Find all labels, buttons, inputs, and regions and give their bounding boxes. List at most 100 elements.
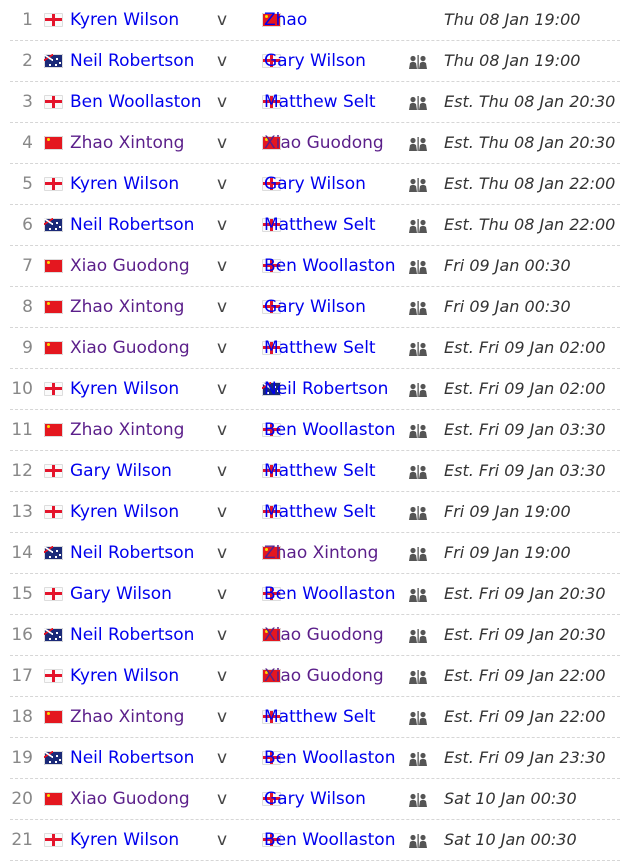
head-to-head-icon[interactable]	[408, 546, 428, 566]
head-to-head-icon[interactable]	[408, 54, 428, 74]
flag-eng-icon	[262, 833, 282, 847]
player-1-link[interactable]: Neil Robertson	[70, 543, 195, 563]
match-time: Est. Thu 08 Jan 22:00	[444, 174, 616, 193]
match-number: 21	[11, 830, 33, 850]
head-to-head-icon[interactable]	[408, 382, 428, 402]
player-1-link[interactable]: Ben Woollaston	[70, 92, 202, 112]
match-row: 7 Xiao Guodong v Ben Woollaston Fri 09 J…	[10, 246, 620, 287]
match-number: 15	[11, 584, 33, 604]
player-2-link[interactable]: Gary Wilson	[264, 51, 366, 71]
player-2-link[interactable]: Matthew Selt	[264, 461, 376, 481]
match-row: 4 Zhao Xintong v Xiao Guodong Est. Thu 0…	[10, 123, 620, 164]
player-1-link[interactable]: Kyren Wilson	[70, 10, 180, 30]
head-to-head-icon[interactable]	[408, 669, 428, 689]
versus-label: v	[217, 830, 228, 850]
flag-eng-icon	[44, 587, 63, 601]
player-2-link[interactable]: Zhao Xintong	[264, 543, 379, 563]
player-1-link[interactable]: Kyren Wilson	[70, 502, 180, 522]
match-number: 12	[11, 461, 33, 481]
match-time: Est. Fri 09 Jan 02:00	[444, 338, 606, 357]
flag-chn-icon	[262, 136, 282, 150]
flag-eng-icon	[262, 177, 282, 191]
head-to-head-icon[interactable]	[408, 218, 428, 238]
head-to-head-icon[interactable]	[408, 505, 428, 525]
match-time: Fri 09 Jan 00:30	[444, 297, 571, 316]
player-2-link[interactable]: Xiao Guodong	[264, 133, 384, 153]
head-to-head-icon[interactable]	[408, 136, 428, 156]
match-row: 17 Kyren Wilson v Xiao Guodong Est. Fri …	[10, 656, 620, 697]
player-2-link[interactable]: Ben Woollaston	[264, 256, 396, 276]
head-to-head-icon[interactable]	[408, 833, 428, 853]
player-2-link[interactable]: Ben Woollaston	[264, 584, 396, 604]
match-time: Fri 09 Jan 00:30	[444, 256, 571, 275]
player-2-link[interactable]: Matthew Selt	[264, 707, 376, 727]
player-1-link[interactable]: Zhao Xintong	[70, 133, 185, 153]
player-2-link[interactable]: Ben Woollaston	[264, 420, 396, 440]
player-1-link[interactable]: Neil Robertson	[70, 215, 195, 235]
head-to-head-icon[interactable]	[408, 710, 428, 730]
match-time: Est. Fri 09 Jan 03:30	[444, 420, 606, 439]
player-1-link[interactable]: Xiao Guodong	[70, 789, 190, 809]
player-1-link[interactable]: Xiao Guodong	[70, 256, 190, 276]
match-time: Thu 08 Jan 19:00	[444, 51, 581, 70]
player-1-link[interactable]: Zhao Xintong	[70, 420, 185, 440]
player-1-link[interactable]: Kyren Wilson	[70, 174, 180, 194]
versus-label: v	[217, 543, 228, 563]
flag-aus-icon	[262, 382, 282, 396]
flag-eng-icon	[262, 710, 282, 724]
match-time: Est. Fri 09 Jan 20:30	[444, 584, 606, 603]
player-2-link[interactable]: Gary Wilson	[264, 297, 366, 317]
flag-chn-icon	[44, 341, 63, 355]
flag-chn-icon	[44, 300, 63, 314]
player-2-link[interactable]: Zhao	[264, 10, 308, 30]
head-to-head-icon[interactable]	[408, 259, 428, 279]
player-2-link[interactable]: Ben Woollaston	[264, 830, 396, 850]
player-1-link[interactable]: Kyren Wilson	[70, 379, 180, 399]
match-number: 9	[22, 338, 33, 358]
flag-chn-icon	[44, 423, 63, 437]
player-1-link[interactable]: Neil Robertson	[70, 51, 195, 71]
player-1-link[interactable]: Xiao Guodong	[70, 338, 190, 358]
versus-label: v	[217, 707, 228, 727]
match-number: 19	[11, 748, 33, 768]
player-2-link[interactable]: Matthew Selt	[264, 92, 376, 112]
player-1-link[interactable]: Kyren Wilson	[70, 666, 180, 686]
player-2-link[interactable]: Matthew Selt	[264, 502, 376, 522]
match-number: 16	[11, 625, 33, 645]
head-to-head-icon[interactable]	[408, 341, 428, 361]
player-2-link[interactable]: Xiao Guodong	[264, 666, 384, 686]
player-2-link[interactable]: Ben Woollaston	[264, 748, 396, 768]
player-1-link[interactable]: Neil Robertson	[70, 748, 195, 768]
flag-eng-icon	[44, 505, 63, 519]
flag-eng-icon	[262, 464, 282, 478]
head-to-head-icon[interactable]	[408, 792, 428, 812]
flag-aus-icon	[44, 546, 63, 560]
head-to-head-icon[interactable]	[408, 587, 428, 607]
player-1-link[interactable]: Gary Wilson	[70, 461, 172, 481]
player-2-link[interactable]: Matthew Selt	[264, 215, 376, 235]
player-1-link[interactable]: Kyren Wilson	[70, 830, 180, 850]
match-time: Est. Thu 08 Jan 20:30	[444, 92, 616, 111]
player-2-link[interactable]: Gary Wilson	[264, 174, 366, 194]
player-2-link[interactable]: Neil Robertson	[264, 379, 389, 399]
head-to-head-icon[interactable]	[408, 177, 428, 197]
match-row: 5 Kyren Wilson v Gary Wilson Est. Thu 08…	[10, 164, 620, 205]
head-to-head-icon[interactable]	[408, 300, 428, 320]
player-2-link[interactable]: Xiao Guodong	[264, 625, 384, 645]
flag-eng-icon	[262, 259, 282, 273]
versus-label: v	[217, 133, 228, 153]
flag-eng-icon	[262, 218, 282, 232]
player-2-link[interactable]: Gary Wilson	[264, 789, 366, 809]
player-1-link[interactable]: Zhao Xintong	[70, 297, 185, 317]
head-to-head-icon[interactable]	[408, 423, 428, 443]
head-to-head-icon[interactable]	[408, 95, 428, 115]
player-1-link[interactable]: Gary Wilson	[70, 584, 172, 604]
player-1-link[interactable]: Zhao Xintong	[70, 707, 185, 727]
match-row: 15 Gary Wilson v Ben Woollaston Est. Fri…	[10, 574, 620, 615]
head-to-head-icon[interactable]	[408, 751, 428, 771]
player-2-link[interactable]: Matthew Selt	[264, 338, 376, 358]
match-time: Est. Fri 09 Jan 22:00	[444, 666, 606, 685]
head-to-head-icon[interactable]	[408, 628, 428, 648]
head-to-head-icon[interactable]	[408, 464, 428, 484]
player-1-link[interactable]: Neil Robertson	[70, 625, 195, 645]
